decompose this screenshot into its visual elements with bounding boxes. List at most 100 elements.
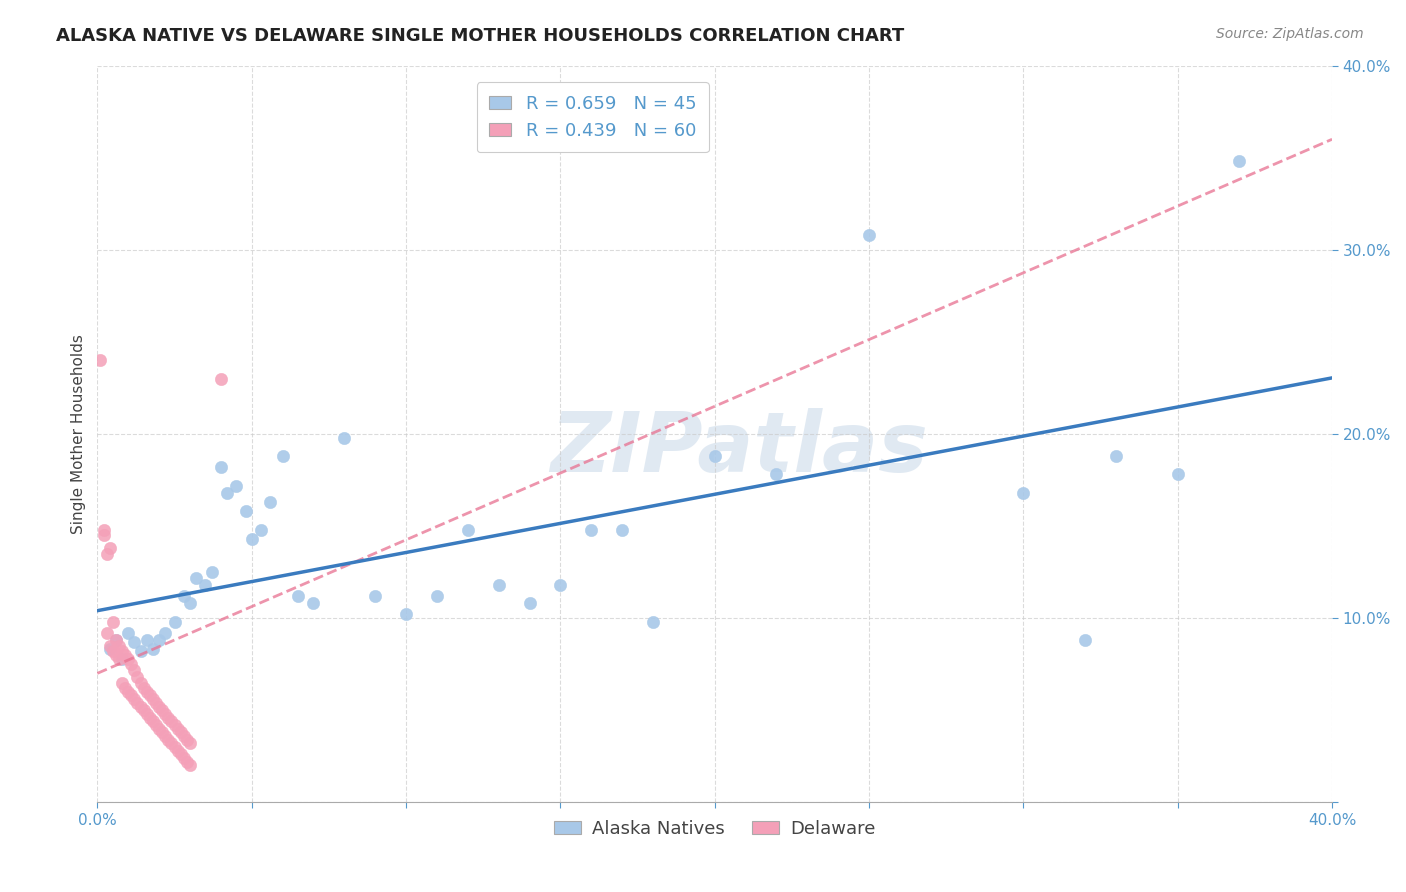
Point: [163, 718, 186, 732]
Point: [135, 685, 157, 699]
Point: [176, 732, 198, 747]
Point: [120, 657, 142, 672]
Point: [287, 589, 309, 603]
Point: [104, 633, 127, 648]
Point: [117, 651, 139, 665]
Point: [145, 696, 167, 710]
Point: [148, 633, 170, 648]
Point: [170, 725, 193, 739]
Point: [120, 689, 142, 703]
Point: [209, 460, 232, 475]
Point: [179, 596, 201, 610]
Point: [114, 681, 136, 695]
Point: [150, 725, 173, 739]
Point: [235, 504, 257, 518]
Point: [111, 644, 134, 658]
Point: [150, 703, 173, 717]
Point: [157, 732, 180, 747]
Point: [488, 578, 510, 592]
Point: [200, 565, 222, 579]
Point: [1074, 633, 1097, 648]
Point: [132, 703, 155, 717]
Point: [173, 729, 195, 743]
Text: ALASKA NATIVE VS DELAWARE SINGLE MOTHER HOUSEHOLDS CORRELATION CHART: ALASKA NATIVE VS DELAWARE SINGLE MOTHER …: [56, 27, 904, 45]
Point: [93, 528, 115, 542]
Point: [581, 523, 603, 537]
Point: [209, 372, 232, 386]
Point: [225, 478, 247, 492]
Point: [1229, 154, 1251, 169]
Point: [160, 714, 183, 729]
Point: [124, 663, 146, 677]
Point: [89, 353, 111, 368]
Point: [155, 729, 177, 743]
Point: [155, 625, 177, 640]
Point: [96, 625, 118, 640]
Point: [93, 523, 115, 537]
Point: [163, 739, 186, 754]
Point: [176, 755, 198, 769]
Point: [1105, 449, 1128, 463]
Point: [184, 571, 207, 585]
Point: [1012, 486, 1035, 500]
Point: [111, 651, 134, 665]
Point: [104, 648, 127, 662]
Point: [215, 486, 238, 500]
Point: [194, 578, 217, 592]
Point: [173, 751, 195, 765]
Y-axis label: Single Mother Households: Single Mother Households: [72, 334, 86, 534]
Point: [166, 744, 188, 758]
Point: [117, 685, 139, 699]
Point: [163, 615, 186, 629]
Point: [135, 633, 157, 648]
Point: [364, 589, 387, 603]
Point: [96, 547, 118, 561]
Point: [142, 642, 165, 657]
Point: [129, 644, 152, 658]
Point: [457, 523, 479, 537]
Point: [127, 696, 149, 710]
Point: [170, 747, 193, 762]
Point: [610, 523, 633, 537]
Point: [155, 706, 177, 721]
Point: [148, 722, 170, 736]
Point: [129, 699, 152, 714]
Point: [333, 431, 356, 445]
Point: [179, 736, 201, 750]
Text: ZIPatlas: ZIPatlas: [551, 409, 928, 489]
Point: [127, 670, 149, 684]
Point: [166, 722, 188, 736]
Point: [108, 651, 131, 665]
Point: [157, 710, 180, 724]
Point: [132, 681, 155, 695]
Point: [703, 449, 725, 463]
Point: [142, 692, 165, 706]
Point: [160, 736, 183, 750]
Point: [858, 227, 880, 242]
Point: [145, 718, 167, 732]
Point: [101, 644, 124, 658]
Point: [395, 607, 418, 622]
Point: [111, 675, 134, 690]
Point: [765, 467, 787, 482]
Point: [271, 449, 294, 463]
Point: [98, 541, 121, 555]
Point: [104, 633, 127, 648]
Point: [114, 648, 136, 662]
Point: [124, 635, 146, 649]
Point: [519, 596, 541, 610]
Text: Source: ZipAtlas.com: Source: ZipAtlas.com: [1216, 27, 1364, 41]
Point: [148, 699, 170, 714]
Point: [302, 596, 325, 610]
Point: [142, 714, 165, 729]
Point: [259, 495, 281, 509]
Point: [124, 692, 146, 706]
Point: [1167, 467, 1189, 482]
Point: [129, 675, 152, 690]
Point: [139, 689, 162, 703]
Point: [108, 639, 131, 653]
Point: [98, 642, 121, 657]
Point: [101, 615, 124, 629]
Legend: Alaska Natives, Delaware: Alaska Natives, Delaware: [547, 813, 883, 845]
Point: [250, 523, 273, 537]
